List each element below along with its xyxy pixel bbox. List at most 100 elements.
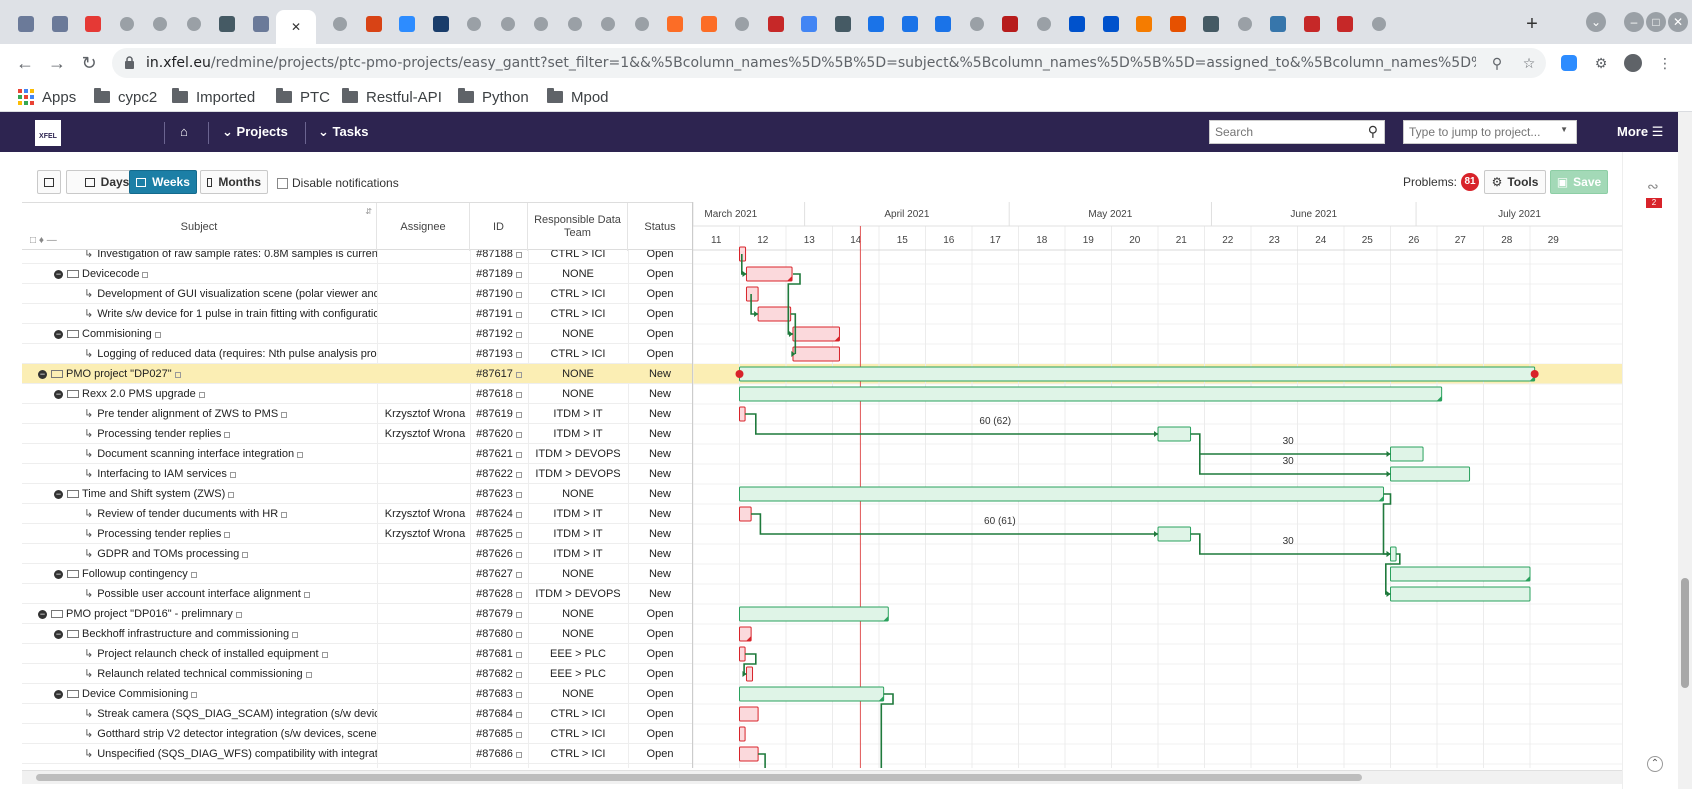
cell-subject[interactable]: ↳ Gotthard strip V2 detector integration …	[22, 724, 377, 744]
cell-subject[interactable]: ↳ Interfacing to IAM services	[22, 464, 377, 484]
browser-tab[interactable]	[1130, 10, 1158, 38]
gantt-bar[interactable]	[1157, 526, 1192, 542]
bookmark-folder-restful-api[interactable]: Restful-API	[342, 87, 442, 107]
jump-to-project-input[interactable]	[1404, 121, 1554, 143]
table-row[interactable]: ↳ Development of GUI visualization scene …	[22, 284, 692, 304]
browser-tab[interactable]	[1164, 10, 1192, 38]
gantt-bar[interactable]	[739, 746, 759, 762]
cell-subject[interactable]: − Devicecode	[22, 264, 377, 284]
context-menu-icon[interactable]	[515, 472, 522, 478]
column-header-id[interactable]: ID	[470, 203, 528, 251]
gantt-bar[interactable]	[739, 606, 889, 622]
bookmark-folder-python[interactable]: Python	[458, 87, 529, 107]
browser-tab[interactable]	[862, 10, 890, 38]
subject-text[interactable]: PMO project "DP016" - prelimnary	[66, 608, 233, 620]
save-button[interactable]: ▣ Save	[1550, 170, 1608, 194]
browser-tab[interactable]	[393, 10, 421, 38]
gantt-bar[interactable]	[739, 686, 885, 702]
cell-subject[interactable]: − PMO project "DP027"	[22, 364, 377, 384]
browser-tab[interactable]	[146, 10, 174, 38]
weeks-button[interactable]: Weeks	[129, 170, 197, 194]
cell-subject[interactable]: ↳ Investigation of raw sample rates: 0.8M…	[22, 250, 377, 264]
browser-tab[interactable]	[829, 10, 857, 38]
context-menu-icon[interactable]	[515, 392, 522, 398]
relation-link[interactable]	[790, 313, 797, 354]
browser-tab[interactable]	[695, 10, 723, 38]
gantt-bar[interactable]	[739, 486, 1385, 502]
gantt-bar[interactable]	[1390, 446, 1424, 462]
browser-tab[interactable]	[1331, 10, 1359, 38]
subject-text[interactable]: Project relaunch check of installed equi…	[97, 648, 319, 660]
cell-subject[interactable]: ↳ Possible user account interface alignme…	[22, 584, 377, 604]
browser-tab[interactable]	[1197, 10, 1225, 38]
browser-tab[interactable]: ✕	[276, 10, 316, 44]
browser-tab[interactable]	[929, 10, 957, 38]
browser-tab[interactable]	[494, 10, 522, 38]
browser-tab[interactable]	[180, 10, 208, 38]
context-menu-icon[interactable]	[242, 552, 249, 558]
gantt-bar[interactable]	[739, 406, 746, 422]
table-row[interactable]: ↳ Relaunch related technical commissionin…	[22, 664, 692, 684]
cell-subject[interactable]: − Time and Shift system (ZWS)	[22, 484, 377, 504]
table-row[interactable]: ↳ Interfacing to IAM services #87622 ITDM >…	[22, 464, 692, 484]
scroll-to-top-icon[interactable]: ⌃	[1647, 756, 1663, 772]
relation-link[interactable]	[758, 753, 766, 768]
bookmark-folder-cypc2[interactable]: cypc2	[94, 87, 157, 107]
scrollbar-thumb[interactable]	[36, 774, 1362, 781]
table-row[interactable]: − Rexx 2.0 PMS upgrade #87618 NONE New	[22, 384, 692, 404]
column-tools-icon[interactable]: □ ♦ —	[30, 235, 57, 246]
search-input[interactable]	[1210, 121, 1350, 143]
subject-text[interactable]: Time and Shift system (ZWS)	[82, 488, 226, 500]
context-menu-icon[interactable]	[228, 492, 235, 498]
table-row[interactable]: ↳ Logging of reduced data (requires: Nth …	[22, 344, 692, 364]
browser-tab[interactable]	[12, 10, 40, 38]
problems-indicator[interactable]: Problems: 81	[1403, 173, 1480, 191]
bookmark-folder-mpod[interactable]: Mpod	[547, 87, 609, 107]
cell-subject[interactable]: − Rexx 2.0 PMS upgrade	[22, 384, 377, 404]
cell-subject[interactable]: ↳ Unspecified (SQS_DIAG_WFS) compatibilit…	[22, 744, 377, 764]
collapse-icon[interactable]: −	[54, 328, 63, 339]
cell-subject[interactable]: ↳ Pre tender alignment of ZWS to PMS	[22, 404, 377, 424]
relation-link[interactable]	[751, 513, 1158, 535]
projects-menu[interactable]: ⌄ Projects	[222, 124, 288, 139]
gantt-bar[interactable]	[739, 706, 759, 722]
table-row[interactable]: − Beckhoff infrastructure and commissioni…	[22, 624, 692, 644]
context-menu-icon[interactable]	[515, 752, 522, 758]
collapse-icon[interactable]: −	[54, 628, 63, 639]
context-menu-icon[interactable]	[190, 572, 197, 578]
gantt-bar[interactable]	[1157, 426, 1192, 442]
context-menu-icon[interactable]	[515, 332, 522, 338]
cell-subject[interactable]: ↳ Relaunch related technical commissionin…	[22, 664, 377, 684]
subject-text[interactable]: Streak camera (SQS_DIAG_SCAM) integratio…	[97, 708, 377, 720]
context-menu-icon[interactable]	[229, 472, 236, 478]
home-icon[interactable]: ⌂	[180, 124, 188, 139]
gantt-bar[interactable]	[739, 386, 1443, 402]
browser-tab[interactable]	[795, 10, 823, 38]
browser-tab[interactable]	[1063, 10, 1091, 38]
table-row[interactable]: − Device Commisioning #87683 NONE Open	[22, 684, 692, 704]
gantt-bar[interactable]	[1390, 586, 1531, 602]
browser-tab[interactable]	[1298, 10, 1326, 38]
close-tab-icon[interactable]: ✕	[290, 20, 302, 34]
column-header-subject[interactable]: Subject □ ♦ — ⇵	[22, 203, 377, 251]
context-menu-icon[interactable]	[515, 412, 522, 418]
table-row[interactable]: − Devicecode #87189 NONE Open	[22, 264, 692, 284]
relation-link[interactable]	[880, 693, 894, 768]
subject-text[interactable]: Followup contingency	[82, 568, 188, 580]
collapse-icon[interactable]: −	[54, 388, 63, 399]
context-menu-icon[interactable]	[515, 352, 522, 358]
collapse-icon[interactable]: −	[54, 488, 63, 499]
cell-subject[interactable]: ↳ Streak camera (SQS_DIAG_SCAM) integrati…	[22, 704, 377, 724]
browser-tab[interactable]	[1231, 10, 1259, 38]
gantt-bar[interactable]	[792, 326, 840, 342]
table-row[interactable]: ↳ Document scanning interface integration…	[22, 444, 692, 464]
months-button[interactable]: Months	[200, 170, 268, 194]
cell-subject[interactable]: ↳ Project relaunch check of installed equ…	[22, 644, 377, 664]
collapse-icon[interactable]: −	[54, 688, 63, 699]
context-menu-icon[interactable]	[305, 672, 312, 678]
browser-tab[interactable]	[113, 10, 141, 38]
context-menu-icon[interactable]	[515, 672, 522, 678]
maximize-icon[interactable]: □	[1646, 12, 1666, 32]
collapse-icon[interactable]: −	[54, 268, 63, 279]
cell-subject[interactable]: ↳ GDPR and TOMs processing	[22, 544, 377, 564]
